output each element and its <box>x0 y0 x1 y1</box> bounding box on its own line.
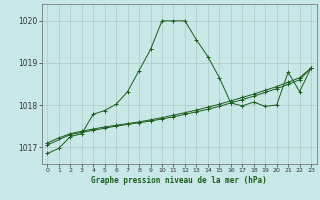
X-axis label: Graphe pression niveau de la mer (hPa): Graphe pression niveau de la mer (hPa) <box>91 176 267 185</box>
